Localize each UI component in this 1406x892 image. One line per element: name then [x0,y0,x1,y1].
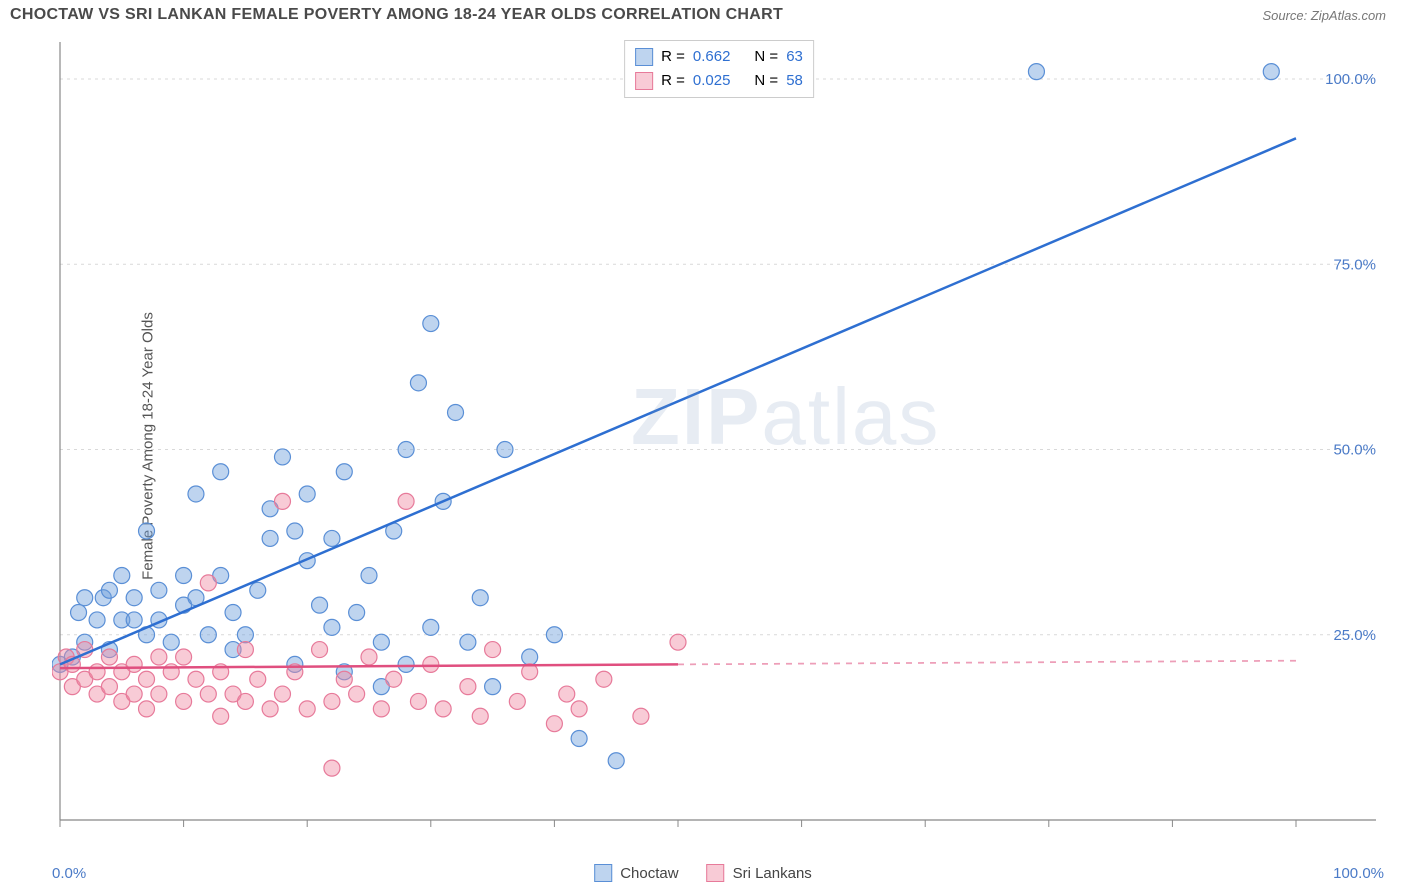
legend-swatch-icon [594,864,612,882]
chart-area: 25.0% 50.0% 75.0% 100.0% R = 0.662 N = 63 R… [52,38,1386,844]
x-tick-max: 100.0% [1333,865,1384,882]
legend-stats-box: R = 0.662 N = 63 R = 0.025 N = 58 [624,40,814,98]
legend-bottom: Choctaw Sri Lankans [594,864,812,882]
r-value: 0.025 [693,69,731,93]
x-tick-min: 0.0% [52,865,86,882]
svg-text:50.0%: 50.0% [1333,442,1376,459]
n-value: 58 [786,69,803,93]
chart-title: CHOCTAW VS SRI LANKAN FEMALE POVERTY AMO… [10,6,783,24]
legend-label: Sri Lankans [733,865,812,882]
legend-item: Choctaw [594,864,678,882]
svg-text:100.0%: 100.0% [1325,71,1376,88]
n-label: N = [754,45,778,69]
legend-swatch-icon [635,48,653,66]
svg-text:25.0%: 25.0% [1333,627,1376,644]
n-value: 63 [786,45,803,69]
title-bar: CHOCTAW VS SRI LANKAN FEMALE POVERTY AMO… [0,0,1406,28]
scatter-chart-svg: 25.0% 50.0% 75.0% 100.0% [52,38,1386,844]
legend-item: Sri Lankans [707,864,812,882]
legend-stat-row: R = 0.025 N = 58 [635,69,803,93]
r-label: R = [661,69,685,93]
legend-stat-row: R = 0.662 N = 63 [635,45,803,69]
n-label: N = [754,69,778,93]
legend-swatch-icon [635,72,653,90]
r-label: R = [661,45,685,69]
source-attribution: Source: ZipAtlas.com [1262,8,1386,23]
legend-label: Choctaw [620,865,678,882]
r-value: 0.662 [693,45,731,69]
legend-swatch-icon [707,864,725,882]
svg-text:75.0%: 75.0% [1333,256,1376,273]
